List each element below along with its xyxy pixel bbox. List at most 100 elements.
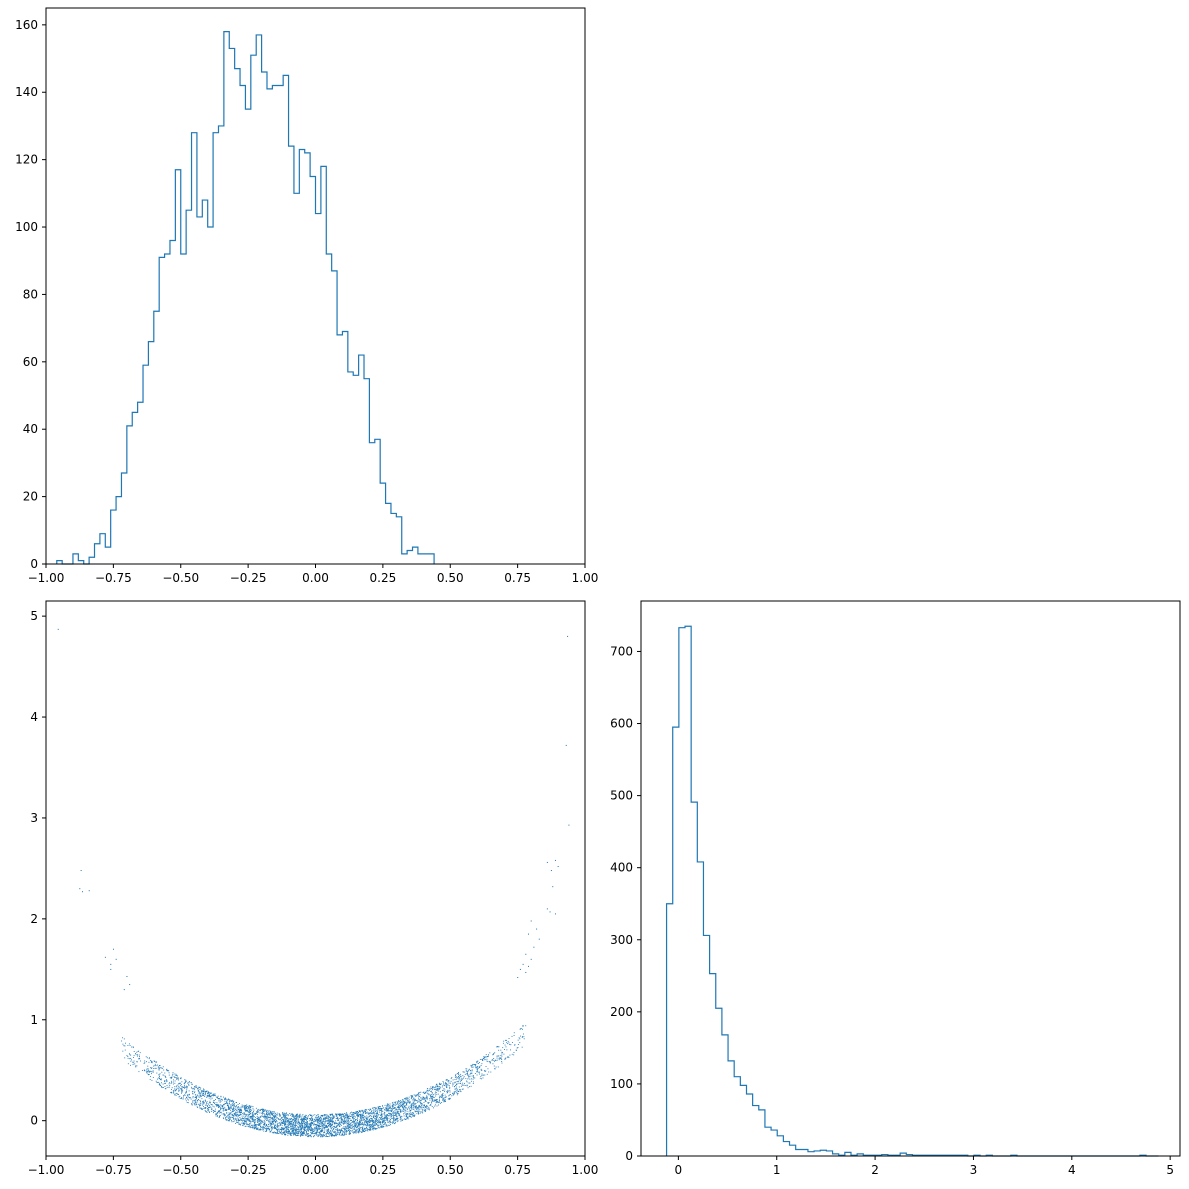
scatter-point xyxy=(324,1114,326,1116)
scatter-point xyxy=(369,1126,371,1128)
scatter-point xyxy=(324,1121,326,1123)
scatter-point xyxy=(158,1069,160,1071)
scatter-point xyxy=(316,1114,318,1116)
scatter-point xyxy=(191,1103,193,1105)
scatter-point xyxy=(379,1118,381,1120)
scatter-point xyxy=(456,1084,457,1086)
scatter-point xyxy=(374,1124,376,1126)
scatter-point xyxy=(206,1096,207,1098)
scatter-point xyxy=(228,1108,230,1110)
scatter-point xyxy=(221,1108,223,1109)
scatter-point xyxy=(356,1111,358,1113)
scatter-point xyxy=(152,1070,154,1072)
scatter-point xyxy=(303,1116,305,1118)
scatter-point xyxy=(283,1115,285,1116)
scatter-point xyxy=(259,1110,261,1111)
scatter-point xyxy=(343,1128,345,1130)
scatter-point xyxy=(333,1131,335,1133)
scatter-point xyxy=(465,1070,467,1072)
scatter-point xyxy=(402,1103,404,1105)
y-tick-label: 40 xyxy=(23,422,38,436)
scatter-point xyxy=(411,1108,413,1110)
scatter-point xyxy=(146,1071,148,1073)
scatter-point xyxy=(291,1120,293,1122)
scatter-point xyxy=(431,1100,433,1102)
scatter-point xyxy=(397,1112,399,1114)
y-tick-label: 100 xyxy=(610,1077,633,1091)
scatter-point xyxy=(199,1092,201,1094)
scatter-point xyxy=(303,1130,305,1132)
scatter-point xyxy=(230,1109,231,1111)
scatter-point xyxy=(406,1114,408,1116)
scatter-point xyxy=(449,1091,451,1093)
scatter-point xyxy=(374,1107,376,1109)
scatter-point xyxy=(244,1123,246,1125)
scatter-point xyxy=(229,1099,231,1101)
scatter-point xyxy=(401,1116,403,1118)
scatter-point xyxy=(395,1115,397,1117)
scatter-point xyxy=(327,1130,329,1132)
scatter-point xyxy=(332,1118,333,1120)
scatter-point xyxy=(212,1110,214,1111)
scatter-point xyxy=(362,1110,364,1112)
scatter-point xyxy=(473,1077,475,1079)
x-tick-label: 0.25 xyxy=(370,1163,397,1177)
x-tick-label: 0.00 xyxy=(302,1163,329,1177)
scatter-point xyxy=(459,1089,461,1091)
scatter-point xyxy=(349,1127,351,1129)
scatter-point xyxy=(472,1083,474,1084)
scatter-point xyxy=(308,1127,310,1129)
scatter-point xyxy=(256,1125,258,1127)
scatter-point xyxy=(306,1121,308,1123)
scatter-point xyxy=(351,1115,353,1117)
scatter-point xyxy=(455,1076,457,1078)
scatter-point xyxy=(480,1068,482,1070)
scatter-point xyxy=(312,1114,314,1116)
scatter-point xyxy=(356,1125,358,1127)
scatter-point xyxy=(237,1107,238,1109)
scatter-point xyxy=(444,1089,446,1091)
scatter-point xyxy=(438,1086,440,1088)
scatter-point xyxy=(460,1073,462,1075)
scatter-point xyxy=(482,1058,484,1060)
scatter-point xyxy=(246,1111,248,1113)
scatter-point xyxy=(395,1114,397,1116)
scatter-point xyxy=(428,1106,430,1108)
scatter-point xyxy=(290,1119,291,1121)
scatter-point xyxy=(374,1116,376,1118)
scatter-point xyxy=(135,1066,137,1068)
scatter-point xyxy=(278,1127,280,1129)
scatter-point xyxy=(165,1076,167,1078)
scatter-point xyxy=(228,1099,230,1101)
scatter-point xyxy=(235,1118,237,1120)
scatter-point xyxy=(239,1124,241,1126)
scatter-point xyxy=(441,1094,443,1096)
scatter-point xyxy=(166,1086,168,1088)
scatter-point xyxy=(200,1087,202,1089)
scatter-point xyxy=(353,1117,355,1119)
scatter-point xyxy=(413,1099,415,1101)
scatter-point xyxy=(435,1092,437,1093)
scatter-point xyxy=(138,1058,140,1060)
scatter-point xyxy=(456,1092,458,1094)
scatter-point xyxy=(217,1098,219,1099)
scatter-point xyxy=(389,1107,391,1109)
scatter-point xyxy=(331,1128,332,1130)
scatter-point xyxy=(186,1089,188,1091)
scatter-point xyxy=(272,1118,273,1119)
scatter-point xyxy=(486,1060,488,1062)
scatter-point xyxy=(332,1128,334,1130)
scatter-point xyxy=(356,1113,358,1115)
scatter-point xyxy=(257,1125,259,1126)
scatter-point xyxy=(210,1093,212,1095)
scatter-point xyxy=(257,1128,259,1130)
scatter-point xyxy=(505,1039,507,1041)
scatter-point xyxy=(374,1128,376,1130)
scatter-point xyxy=(299,1116,301,1117)
scatter-point xyxy=(198,1090,199,1092)
scatter-point xyxy=(331,1132,333,1134)
scatter-point xyxy=(341,1130,343,1131)
scatter-point xyxy=(445,1082,447,1084)
scatter-point xyxy=(271,1111,273,1113)
scatter-point xyxy=(352,1128,354,1130)
